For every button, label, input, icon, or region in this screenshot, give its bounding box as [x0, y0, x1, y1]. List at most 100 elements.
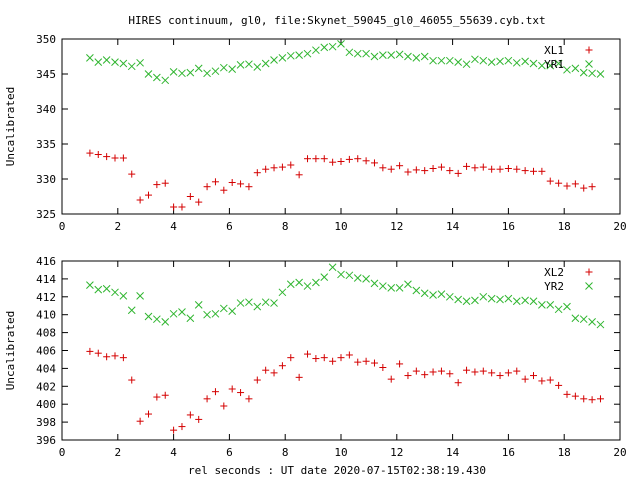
point-YR2-39	[412, 286, 421, 295]
point-YR1-54	[538, 61, 546, 70]
x-tick-label-2-2: 4	[170, 446, 177, 459]
point-YR1-10	[169, 68, 178, 76]
point-YR1-9-d2	[161, 76, 170, 85]
point-YR1-5-d2	[127, 62, 136, 71]
point-YR1-60	[588, 69, 596, 78]
point-YR2-8	[153, 315, 161, 324]
point-YR2-15-d2	[211, 309, 220, 318]
point-XL2-5	[128, 376, 136, 384]
y-tick-label-2-4: 404	[36, 362, 56, 375]
point-YR1-5	[127, 62, 136, 71]
point-YR1-41-d2	[429, 56, 437, 65]
legend-label-XL2: XL2	[544, 266, 564, 279]
point-YR2-21-d2	[261, 298, 270, 307]
point-XL1-0	[86, 149, 94, 157]
point-XL2-22	[270, 369, 278, 377]
point-YR2-37-d2	[395, 283, 404, 292]
point-XL1-18	[237, 180, 245, 188]
point-YR2-51-d2	[512, 297, 521, 306]
point-YR2-45	[462, 297, 471, 306]
point-XL1-22	[270, 164, 278, 172]
point-YR1-57	[563, 65, 571, 74]
point-YR2-11-d2	[178, 308, 186, 316]
point-YR2-52-d2	[521, 296, 529, 305]
point-XL1-7	[144, 191, 152, 199]
point-XL1-8	[153, 181, 161, 189]
series-YR2	[86, 263, 605, 329]
point-YR2-31	[345, 271, 354, 280]
point-YR2-34-d2	[370, 279, 379, 288]
point-YR2-0-d2	[86, 281, 94, 290]
point-XL1-56	[555, 179, 563, 187]
point-YR2-36	[387, 283, 396, 292]
point-YR2-4	[119, 292, 128, 300]
point-YR2-17	[228, 307, 237, 315]
point-YR1-11-d2	[178, 69, 186, 78]
y-tick-label-2-9: 414	[36, 273, 56, 286]
point-YR2-38	[404, 280, 412, 289]
point-XL1-21	[262, 165, 270, 173]
x-tick-label-2-6: 12	[390, 446, 403, 459]
point-XL2-50	[504, 369, 512, 377]
y-tick-label-1-4: 345	[36, 68, 56, 81]
point-YR1-49	[496, 57, 504, 66]
point-XL1-2	[103, 153, 111, 161]
point-YR1-35	[378, 51, 387, 59]
point-XL2-57	[563, 390, 571, 398]
point-XL2-49	[496, 372, 504, 380]
point-YR2-6-d2	[136, 292, 144, 300]
point-YR1-23-d2	[278, 54, 287, 62]
point-YR2-41-d2	[429, 291, 437, 299]
point-YR2-42-d2	[437, 290, 446, 298]
point-XL1-48	[488, 165, 496, 173]
point-YR1-29	[328, 42, 337, 51]
point-XL2-1	[94, 349, 102, 357]
point-YR2-13	[194, 301, 203, 309]
point-YR1-42-d2	[437, 56, 446, 65]
chart-title: HIRES continuum, gl0, file:Skynet_59045_…	[128, 14, 545, 27]
point-XL1-46	[471, 164, 479, 172]
point-YR2-60	[588, 318, 596, 326]
point-XL1-24	[287, 161, 295, 169]
point-YR1-39	[412, 54, 421, 62]
point-YR1-30	[337, 40, 345, 48]
y-tick-label-1-2: 335	[36, 138, 56, 151]
legend-marker-XL1	[585, 46, 593, 54]
point-YR1-25	[295, 51, 304, 59]
point-XL1-23	[278, 163, 286, 171]
point-XL2-2	[103, 353, 111, 361]
point-YR2-38-d2	[404, 280, 412, 289]
x-tick-label-2-1: 2	[114, 446, 121, 459]
point-YR2-35-d2	[378, 282, 387, 290]
point-YR2-3	[111, 288, 119, 297]
legend-label-XL1: XL1	[544, 44, 564, 57]
point-YR2-52	[521, 296, 529, 305]
point-YR2-1	[94, 285, 103, 294]
point-XL2-10	[170, 426, 178, 434]
point-YR2-54	[538, 301, 546, 309]
point-XL1-53	[530, 167, 538, 175]
point-YR1-44	[454, 58, 463, 66]
point-YR1-56	[554, 59, 563, 68]
point-YR1-21	[261, 59, 270, 68]
point-XL1-49	[496, 165, 504, 173]
point-YR2-20-d2	[253, 302, 262, 311]
y-tick-label-2-10: 416	[36, 255, 56, 268]
legend-label-YR1: YR1	[544, 58, 564, 71]
point-YR2-19	[245, 298, 253, 307]
point-YR2-59	[579, 315, 588, 324]
point-YR1-8-d2	[153, 73, 161, 82]
point-YR1-21-d2	[261, 59, 270, 68]
point-YR2-14	[203, 310, 211, 319]
point-YR2-28-d2	[320, 273, 329, 281]
point-YR1-59	[579, 68, 588, 77]
point-YR2-54-d2	[538, 301, 546, 309]
x-tick-label-1-9: 18	[558, 220, 571, 233]
x-tick-label-1-1: 2	[114, 220, 121, 233]
point-YR1-45	[462, 60, 471, 69]
point-YR1-31-d2	[345, 48, 354, 57]
point-YR1-32-d2	[353, 49, 362, 58]
point-XL1-34	[370, 159, 378, 167]
point-YR2-21	[261, 298, 270, 307]
point-XL2-0	[86, 347, 94, 355]
